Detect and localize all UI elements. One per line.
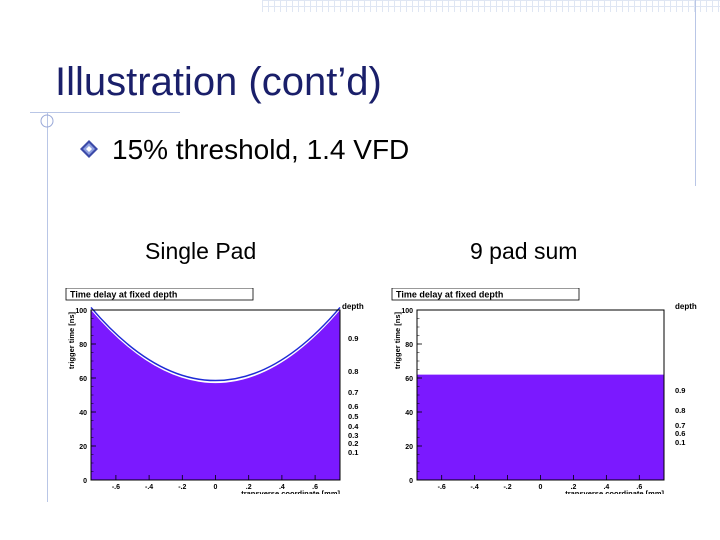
- y-tick-label: 40: [405, 410, 413, 417]
- x-tick-label: .2: [571, 484, 577, 491]
- y-tick-label: 60: [79, 376, 87, 383]
- y-tick-label: 0: [409, 478, 413, 485]
- chart-single-pad-svg: Time delay at fixed depth 0 20 40 60 80 100 -.6…: [65, 288, 364, 494]
- x-tick-label: .6: [636, 484, 642, 491]
- y-tick-label: 80: [79, 342, 87, 349]
- legend-label-0.7: 0.7: [675, 421, 685, 430]
- accent-line-left: [47, 112, 48, 502]
- x-tick-label: -.6: [112, 484, 120, 491]
- legend-label-0.3: 0.3: [348, 431, 358, 440]
- chart-title-box: [65, 288, 254, 301]
- grid-decoration: [262, 0, 720, 12]
- y-tick-label: 20: [405, 444, 413, 451]
- y-tick-label: 20: [79, 444, 87, 451]
- legend-label-0.7: 0.7: [348, 388, 358, 397]
- accent-line-right: [695, 0, 696, 186]
- contour-band-0.9: [417, 374, 664, 480]
- chart-title: Time delay at fixed depth: [70, 290, 177, 300]
- x-tick-label: -.4: [471, 484, 479, 491]
- legend-label-0.8: 0.8: [675, 406, 685, 415]
- x-tick-label: -.2: [178, 484, 186, 491]
- y-tick-label: 40: [79, 410, 87, 417]
- legend-title: depth: [675, 302, 697, 311]
- x-tick-label: 0: [539, 484, 543, 491]
- legend-label-0.1: 0.1: [348, 448, 358, 457]
- chart-nine-pad-sum: Time delay at fixed depth 0 20 40 60 80 100 -.6…: [384, 288, 708, 494]
- chart-title-box: [391, 288, 580, 301]
- legend-title: depth: [342, 302, 364, 311]
- legend-label-0.9: 0.9: [675, 386, 685, 395]
- accent-circle: [40, 114, 54, 128]
- x-tick-label: -.6: [438, 484, 446, 491]
- x-tick-label: .4: [279, 484, 285, 491]
- legend-label-0.4: 0.4: [348, 422, 359, 431]
- contour-line-lowest: [90, 306, 341, 382]
- legend-label-0.6: 0.6: [348, 402, 358, 411]
- left-chart-label: Single Pad: [145, 238, 257, 264]
- legend-label-0.1: 0.1: [675, 438, 685, 447]
- x-tick-label: .4: [603, 484, 609, 491]
- legend-label-0.6: 0.6: [675, 429, 685, 438]
- y-tick-label: 0: [83, 478, 87, 485]
- legend-label-0.5: 0.5: [348, 412, 358, 421]
- x-tick-label: -.2: [503, 484, 511, 491]
- legend-label-0.9: 0.9: [348, 334, 358, 343]
- chart-title: Time delay at fixed depth: [396, 290, 503, 300]
- x-tick-label: -.4: [145, 484, 153, 491]
- y-tick-label: 80: [405, 342, 413, 349]
- diamond-bullet-icon: [80, 140, 98, 158]
- bullet-text: 15% threshold, 1.4 VFD: [112, 134, 410, 165]
- legend-label-0.2: 0.2: [348, 439, 358, 448]
- accent-line-title: [30, 112, 180, 113]
- x-axis-label: transverse coordinate [mm]: [241, 489, 340, 494]
- right-chart-label: 9 pad sum: [470, 238, 578, 264]
- y-tick-label: 60: [405, 376, 413, 383]
- x-axis-label: transverse coordinate [mm]: [565, 489, 664, 494]
- y-axis-label: trigger time [ns]: [67, 312, 76, 370]
- y-axis-label: trigger time [ns]: [393, 312, 402, 370]
- y-tick-label: 100: [75, 308, 87, 315]
- x-tick-label: .6: [312, 484, 318, 491]
- chart-single-pad: Time delay at fixed depth 0 20 40 60 80 100 -.6…: [58, 288, 382, 494]
- contour-band-0.9: [91, 310, 340, 480]
- chart-nine-pad-sum-svg: Time delay at fixed depth 0 20 40 60 80 100 -.6…: [391, 288, 697, 494]
- x-tick-label: .2: [246, 484, 252, 491]
- x-tick-label: 0: [214, 484, 218, 491]
- y-tick-label: 100: [401, 308, 413, 315]
- slide-title: Illustration (cont’d): [55, 60, 382, 104]
- legend-label-0.8: 0.8: [348, 367, 358, 376]
